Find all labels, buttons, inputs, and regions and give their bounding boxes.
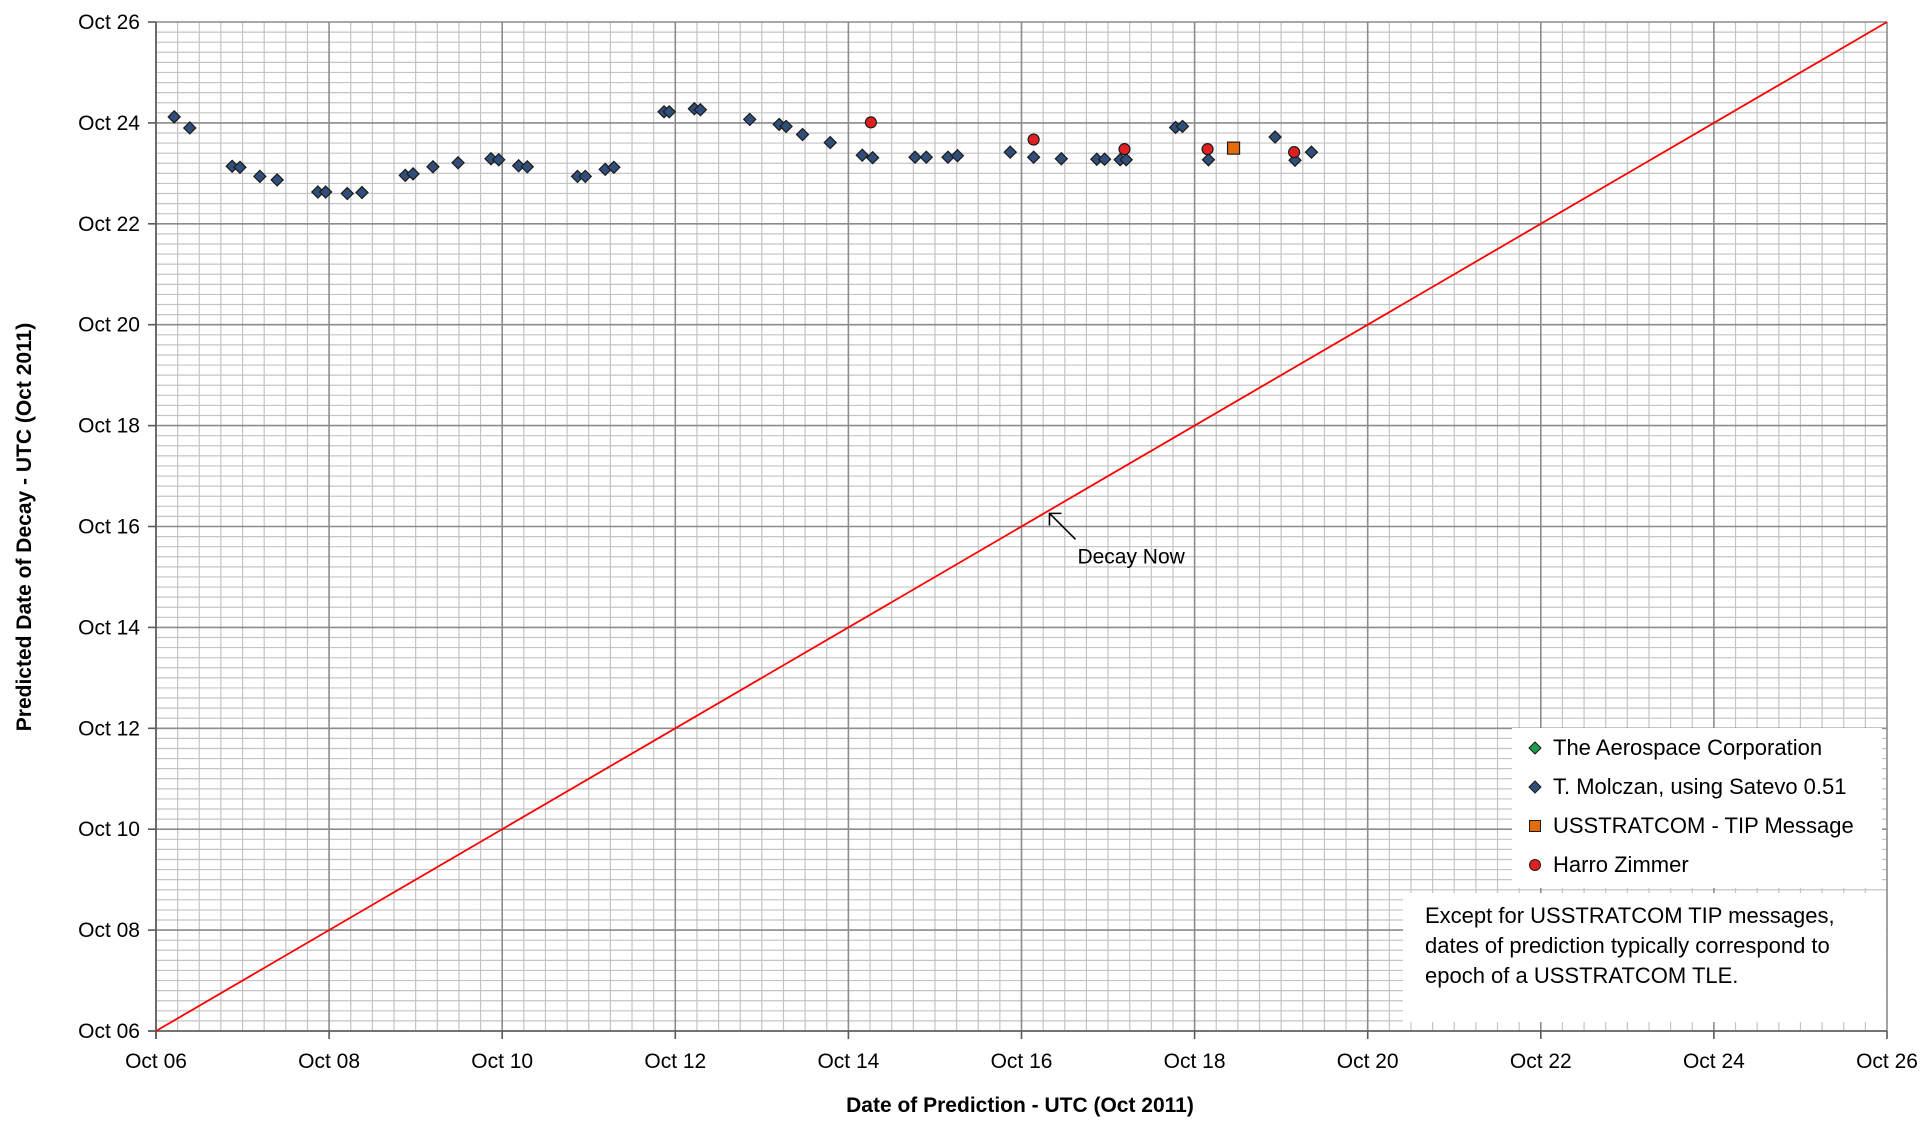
blue-diamond-icon xyxy=(1527,779,1543,795)
legend: The Aerospace Corporation T. Molczan, us… xyxy=(1512,728,1882,888)
diamond-point xyxy=(520,159,535,174)
circle-point xyxy=(1027,133,1040,146)
diamond-point xyxy=(1304,145,1319,160)
diamond-point xyxy=(1097,152,1112,167)
legend-label: Harro Zimmer xyxy=(1553,851,1689,877)
x-tick-label: Oct 06 xyxy=(125,1050,187,1073)
y-tick-label: Oct 16 xyxy=(78,516,140,539)
diamond-point xyxy=(662,104,677,119)
legend-item-zimmer: Harro Zimmer xyxy=(1527,845,1882,884)
diamond-point xyxy=(491,152,506,167)
diamond-point xyxy=(779,119,793,134)
x-axis-title: Date of Prediction - UTC (Oct 2011) xyxy=(846,1094,1194,1117)
diamond-point xyxy=(1003,145,1018,160)
orange-square-icon xyxy=(1527,818,1543,834)
annotation-arrow xyxy=(1048,512,1077,540)
decay-now-reference-line xyxy=(155,21,1888,1032)
decay-now-line xyxy=(155,21,1888,1032)
y-tick-label: Oct 20 xyxy=(78,314,140,337)
green-diamond-icon xyxy=(1527,740,1543,756)
diamond-point xyxy=(607,160,621,175)
diamond-point xyxy=(1268,130,1282,144)
circle-point xyxy=(1288,146,1301,159)
diamond-point xyxy=(1026,150,1041,165)
y-tick-label: Oct 10 xyxy=(78,818,140,841)
y-tick-label: Oct 08 xyxy=(78,919,140,942)
legend-label: T. Molczan, using Satevo 0.51 xyxy=(1553,773,1847,799)
diamond-point xyxy=(270,173,285,187)
diamond-point xyxy=(253,169,267,184)
diamond-point xyxy=(795,127,810,142)
x-tick-label: Oct 16 xyxy=(991,1050,1053,1073)
diamond-point xyxy=(1175,119,1190,134)
diamond-point xyxy=(233,160,247,175)
legend-item-aerospace: The Aerospace Corporation xyxy=(1527,728,1882,767)
y-tick-label: Oct 18 xyxy=(78,415,140,438)
annotation-arrowhead xyxy=(1048,512,1062,526)
footnote-box: Except for USSTRATCOM TIP messages, date… xyxy=(1403,893,1886,1022)
x-tick-label: Oct 22 xyxy=(1510,1050,1572,1073)
y-tick-label: Oct 12 xyxy=(78,717,140,740)
footnote-text: Except for USSTRATCOM TIP messages, date… xyxy=(1425,903,1835,988)
diamond-point xyxy=(182,121,197,135)
y-tick-label: Oct 26 xyxy=(78,11,140,34)
y-tick-label: Oct 14 xyxy=(78,616,140,639)
diamond-point xyxy=(406,167,420,181)
diamond-point xyxy=(855,148,870,163)
y-tick-label: Oct 24 xyxy=(78,112,140,135)
diamond-point xyxy=(340,186,355,201)
diamond-point xyxy=(355,185,369,200)
circle-point xyxy=(1118,143,1131,156)
x-tick-label: Oct 08 xyxy=(298,1050,360,1073)
diamond-point xyxy=(167,109,182,124)
diamond-point xyxy=(1201,152,1216,167)
x-tick-label: Oct 26 xyxy=(1856,1050,1918,1073)
legend-label: The Aerospace Corporation xyxy=(1553,734,1823,760)
diamond-point xyxy=(742,112,757,127)
x-tick-label: Oct 20 xyxy=(1337,1050,1399,1073)
diamond-point xyxy=(426,159,440,174)
x-tick-label: Oct 14 xyxy=(817,1050,879,1073)
diamond-point xyxy=(451,155,465,170)
legend-item-molczan: T. Molczan, using Satevo 0.51 xyxy=(1527,767,1882,806)
diamond-point xyxy=(950,148,965,163)
diamond-point xyxy=(578,169,593,184)
annotations: Decay Now xyxy=(1048,512,1186,568)
diamond-point xyxy=(865,150,880,165)
square-point xyxy=(1226,141,1241,155)
diamond-point xyxy=(1119,152,1134,167)
y-axis-title: Predicted Date of Decay - UTC (Oct 2011) xyxy=(13,323,36,731)
decay-now-label: Decay Now xyxy=(1077,545,1185,568)
legend-label: USSTRATCOM - TIP Message xyxy=(1553,812,1854,838)
legend-item-usstratcom: USSTRATCOM - TIP Message xyxy=(1527,806,1882,845)
diamond-point xyxy=(823,135,838,150)
x-tick-label: Oct 24 xyxy=(1683,1050,1745,1073)
x-tick-label: Oct 18 xyxy=(1164,1050,1226,1073)
diamond-point xyxy=(1054,151,1069,166)
y-tick-label: Oct 06 xyxy=(78,1020,140,1043)
diamond-point xyxy=(919,150,934,165)
red-circle-icon xyxy=(1527,857,1543,873)
diamond-point xyxy=(318,185,333,199)
circle-point xyxy=(864,116,878,129)
diamond-point xyxy=(908,150,922,165)
y-tick-label: Oct 22 xyxy=(78,213,140,236)
data-points xyxy=(167,101,1319,201)
tick-labels: Oct 06 Oct 08 Oct 10 Oct 12 Oct 14 Oct 16 Oct … xyxy=(78,11,1918,1073)
x-tick-label: Oct 12 xyxy=(644,1050,706,1073)
x-tick-label: Oct 10 xyxy=(471,1050,533,1073)
circle-point xyxy=(1201,143,1214,156)
diamond-point xyxy=(511,158,526,173)
axes xyxy=(148,21,1888,1039)
diamond-point xyxy=(693,102,708,117)
